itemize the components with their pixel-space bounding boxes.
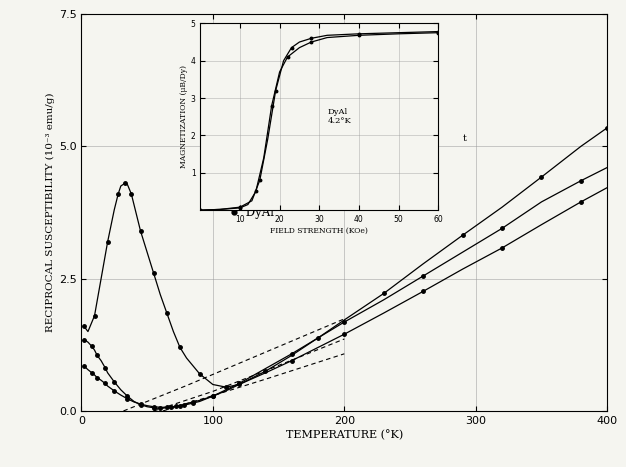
- X-axis label: FIELD STRENGTH (KOe): FIELD STRENGTH (KOe): [270, 227, 368, 235]
- X-axis label: TEMPERATURE (°K): TEMPERATURE (°K): [285, 430, 403, 440]
- Y-axis label: MAGNETIZATION (μB/Dy): MAGNETIZATION (μB/Dy): [180, 65, 188, 168]
- Legend:  GdAl,  TbAl,  DyAl: GdAl, TbAl, DyAl: [229, 171, 275, 219]
- Text: t: t: [463, 134, 466, 143]
- Y-axis label: RECIPROCAL SUSCEPTIBILITY (10⁻³ emu/g): RECIPROCAL SUSCEPTIBILITY (10⁻³ emu/g): [46, 93, 54, 332]
- Text: DyAl
4.2°K: DyAl 4.2°K: [327, 108, 351, 125]
